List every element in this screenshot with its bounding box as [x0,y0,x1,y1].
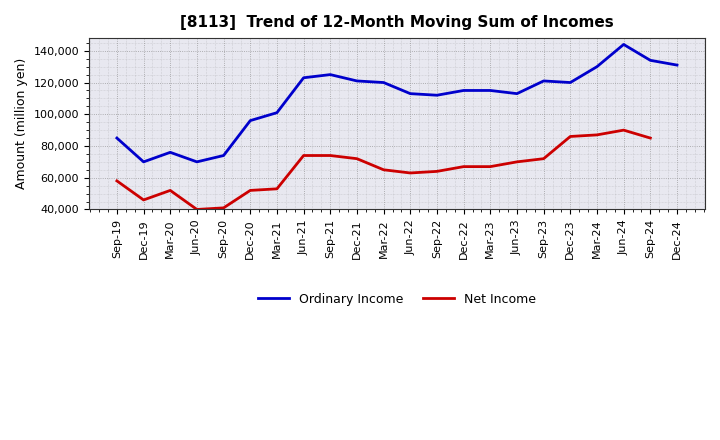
Ordinary Income [513,91,521,96]
Line: Net Income: Net Income [117,130,650,209]
Net Income [539,156,548,161]
Ordinary Income [406,91,415,96]
Ordinary Income [619,42,628,47]
Net Income [593,132,601,138]
Line: Ordinary Income: Ordinary Income [117,44,677,162]
Net Income [300,153,308,158]
Legend: Ordinary Income, Net Income: Ordinary Income, Net Income [253,288,541,311]
Ordinary Income [672,62,681,68]
Net Income [220,205,228,210]
Ordinary Income [220,153,228,158]
Net Income [166,188,174,193]
Ordinary Income [566,80,575,85]
Net Income [192,207,201,212]
Ordinary Income [459,88,468,93]
Net Income [112,178,121,183]
Title: [8113]  Trend of 12-Month Moving Sum of Incomes: [8113] Trend of 12-Month Moving Sum of I… [180,15,614,30]
Net Income [646,136,654,141]
Ordinary Income [379,80,388,85]
Ordinary Income [486,88,495,93]
Ordinary Income [246,118,255,123]
Net Income [379,167,388,172]
Ordinary Income [539,78,548,84]
Net Income [486,164,495,169]
Net Income [459,164,468,169]
Net Income [566,134,575,139]
Ordinary Income [300,75,308,81]
Net Income [433,169,441,174]
Ordinary Income [273,110,282,115]
Net Income [406,170,415,176]
Net Income [513,159,521,165]
Ordinary Income [353,78,361,84]
Ordinary Income [326,72,335,77]
Ordinary Income [112,136,121,141]
Net Income [246,188,255,193]
Ordinary Income [646,58,654,63]
Net Income [326,153,335,158]
Ordinary Income [139,159,148,165]
Net Income [139,197,148,202]
Ordinary Income [593,64,601,70]
Net Income [353,156,361,161]
Ordinary Income [166,150,174,155]
Ordinary Income [192,159,201,165]
Net Income [273,186,282,191]
Y-axis label: Amount (million yen): Amount (million yen) [15,58,28,189]
Ordinary Income [433,92,441,98]
Net Income [619,128,628,133]
